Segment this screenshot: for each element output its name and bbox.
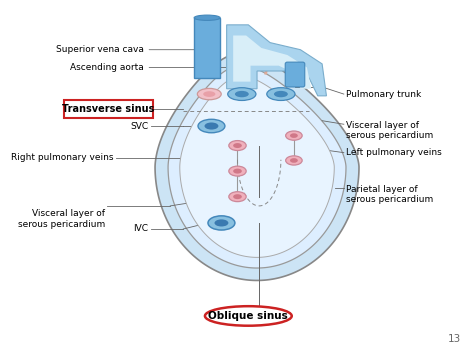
Text: Ascending aorta: Ascending aorta [71,63,144,72]
Ellipse shape [228,88,256,100]
Ellipse shape [194,15,220,20]
Text: Visceral layer of
serous pericardium: Visceral layer of serous pericardium [18,209,105,229]
Ellipse shape [290,133,298,138]
Ellipse shape [205,306,292,326]
Ellipse shape [208,216,235,230]
Text: Parietal layer of
serous pericardium: Parietal layer of serous pericardium [346,185,433,204]
Text: Oblique sinus: Oblique sinus [209,311,288,321]
Ellipse shape [233,194,242,199]
Text: IVC: IVC [134,224,148,234]
Text: Superior vena cava: Superior vena cava [56,45,144,54]
Text: Pulmonary trunk: Pulmonary trunk [346,89,421,99]
Ellipse shape [233,143,242,148]
Ellipse shape [229,141,246,151]
Ellipse shape [274,91,288,97]
Polygon shape [155,53,359,280]
Polygon shape [227,25,327,96]
Ellipse shape [286,156,302,165]
Text: SVC: SVC [130,121,148,131]
Polygon shape [194,18,220,78]
Ellipse shape [198,119,225,133]
Ellipse shape [286,131,302,140]
Ellipse shape [215,219,228,226]
Ellipse shape [229,192,246,202]
Text: Visceral layer of
serous pericardium: Visceral layer of serous pericardium [346,121,433,140]
Ellipse shape [197,88,221,100]
Ellipse shape [233,169,242,174]
FancyBboxPatch shape [64,100,153,118]
Text: 13: 13 [448,334,461,344]
Ellipse shape [229,166,246,176]
Text: Transverse sinus: Transverse sinus [62,104,155,114]
Polygon shape [233,36,311,89]
Ellipse shape [235,91,249,97]
Ellipse shape [204,122,219,130]
FancyBboxPatch shape [285,62,305,87]
Text: Left pulmonary veins: Left pulmonary veins [346,148,442,157]
Ellipse shape [267,88,295,100]
Polygon shape [180,76,334,257]
Text: Right pulmonary veins: Right pulmonary veins [11,153,114,163]
Polygon shape [168,66,346,268]
Ellipse shape [203,91,215,97]
Ellipse shape [290,158,298,163]
